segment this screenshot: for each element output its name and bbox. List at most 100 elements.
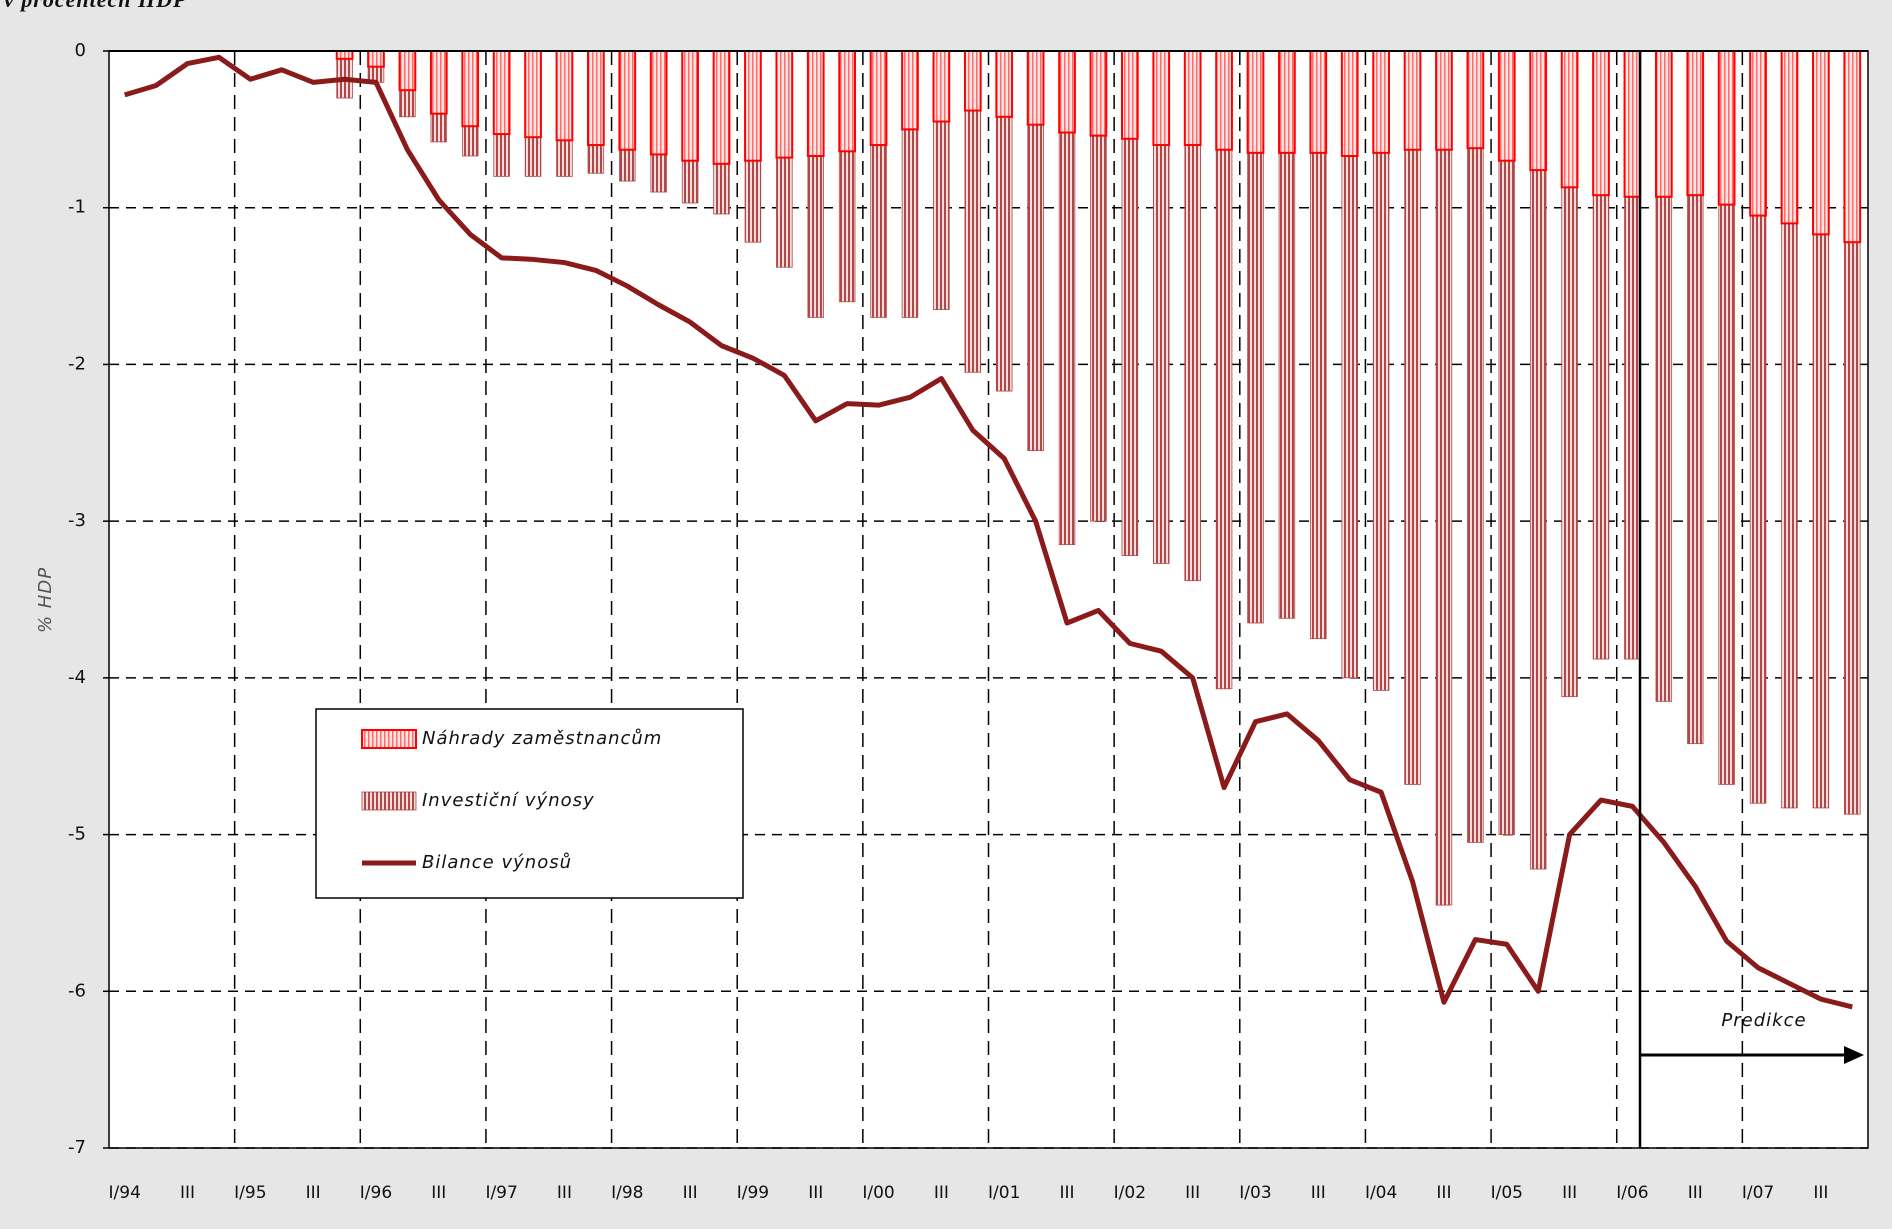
bar — [1780, 50, 1799, 225]
bar — [1497, 50, 1516, 162]
lines — [123, 54, 1853, 1010]
x-tick-label: III — [431, 1183, 446, 1203]
bar — [1058, 50, 1076, 134]
bar — [1529, 50, 1547, 870]
bar — [398, 50, 417, 92]
bar — [1309, 50, 1328, 154]
x-tick-label: III — [557, 1183, 572, 1203]
line — [123, 54, 1853, 1010]
x-tick-label: III — [1060, 1183, 1075, 1203]
x-tick-label: I/05 — [1491, 1183, 1523, 1203]
bar — [1278, 50, 1296, 154]
bar — [1435, 50, 1453, 906]
y-tick-label: -3 — [68, 510, 86, 531]
x-tick-label: III — [1813, 1183, 1828, 1203]
y-tick-label: 0 — [75, 40, 86, 61]
bar — [712, 50, 731, 165]
bar — [1749, 50, 1767, 217]
y-tick-label: -5 — [68, 824, 86, 845]
x-tick-label: I/00 — [862, 1183, 894, 1203]
x-tick-label: I/06 — [1616, 1183, 1648, 1203]
bar — [1183, 50, 1202, 147]
bar — [1717, 50, 1736, 206]
x-tick-label: I/03 — [1239, 1183, 1271, 1203]
x-tick-label: I/02 — [1114, 1183, 1146, 1203]
x-tick-label: I/95 — [234, 1183, 266, 1203]
bar — [932, 50, 951, 123]
y-tick-label: -2 — [68, 353, 86, 374]
bar — [649, 50, 668, 156]
legend-label: Investiční výnosy — [422, 790, 595, 811]
bar — [429, 50, 448, 115]
x-tick-label: I/04 — [1365, 1183, 1397, 1203]
bar — [1498, 50, 1516, 835]
x-tick-label: I/99 — [737, 1183, 769, 1203]
y-tick-label: -4 — [68, 667, 86, 688]
legend-swatch — [361, 791, 417, 811]
legend-label: Bilance výnosů — [422, 852, 572, 873]
bar — [1560, 50, 1579, 189]
bar — [1686, 50, 1705, 197]
bar — [1466, 50, 1485, 150]
bar — [492, 50, 511, 136]
x-tick-label: III — [683, 1183, 698, 1203]
bar — [744, 50, 762, 162]
x-tick-label: I/94 — [109, 1183, 141, 1203]
bar — [681, 50, 699, 162]
bar — [1529, 50, 1548, 172]
bar — [1592, 50, 1610, 197]
x-tick-label: III — [306, 1183, 321, 1203]
bar — [1120, 50, 1139, 140]
bar — [1467, 50, 1484, 843]
bar — [995, 50, 1014, 118]
y-tick-label: -6 — [68, 980, 86, 1001]
bar — [775, 50, 794, 159]
bar — [1435, 50, 1453, 151]
bar — [1404, 50, 1421, 785]
bars — [335, 50, 1862, 906]
y-axis-label: % HDP — [35, 567, 56, 633]
x-tick-label: III — [1311, 1183, 1326, 1203]
bar — [838, 50, 857, 153]
bar — [1152, 50, 1171, 147]
bar — [524, 50, 542, 139]
x-tick-label: I/07 — [1742, 1183, 1774, 1203]
bar — [1623, 50, 1642, 198]
bar — [1843, 50, 1862, 244]
chart-title: v procentech HDP — [4, 0, 187, 12]
y-tick-label: -7 — [68, 1137, 86, 1158]
bar — [1340, 50, 1359, 157]
x-tick-label: III — [1562, 1183, 1577, 1203]
bar — [555, 50, 574, 142]
arrow-head — [1844, 1046, 1864, 1064]
bar — [587, 50, 605, 147]
x-tick-label: I/96 — [360, 1183, 392, 1203]
bar — [618, 50, 637, 151]
x-tick-label: III — [1688, 1183, 1703, 1203]
x-tick-label: III — [808, 1183, 823, 1203]
bar — [1812, 50, 1830, 236]
legend-label: Náhrady zaměstnancům — [422, 728, 662, 749]
legend-swatch — [361, 729, 417, 749]
bar — [1372, 50, 1390, 154]
bar — [1089, 50, 1108, 137]
x-tick-label: I/97 — [485, 1183, 517, 1203]
bar — [1026, 50, 1045, 126]
bar — [806, 50, 825, 157]
bar — [461, 50, 480, 128]
y-tick-label: -1 — [68, 197, 86, 218]
bar — [963, 50, 982, 112]
x-tick-label: I/98 — [611, 1183, 643, 1203]
x-tick-label: I/01 — [988, 1183, 1020, 1203]
x-tick-label: III — [934, 1183, 949, 1203]
bar — [1654, 50, 1673, 198]
bar — [335, 50, 354, 60]
bar — [1403, 50, 1422, 151]
x-tick-label: III — [1436, 1183, 1451, 1203]
x-tick-label: III — [1185, 1183, 1200, 1203]
x-tick-label: III — [180, 1183, 195, 1203]
annotation: Predikce — [1721, 1010, 1806, 1031]
bar — [901, 50, 919, 131]
bar — [869, 50, 888, 147]
